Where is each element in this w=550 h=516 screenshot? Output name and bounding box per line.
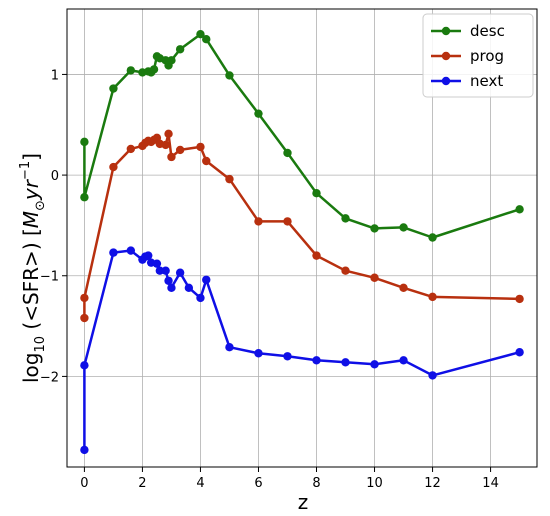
data-point-prog bbox=[161, 140, 170, 150]
y-tick-label: 1 bbox=[51, 68, 59, 83]
data-point-next bbox=[283, 352, 292, 361]
legend-label: next bbox=[470, 72, 503, 90]
data-point-next bbox=[225, 343, 234, 352]
x-tick-label: 14 bbox=[482, 476, 499, 491]
legend-box bbox=[422, 13, 534, 98]
data-point-desc bbox=[254, 109, 263, 118]
data-point-desc bbox=[283, 148, 292, 158]
data-point-next bbox=[175, 268, 185, 277]
y-axis-label: log10 (<SFR>) [M⊙yr−1] bbox=[18, 153, 48, 383]
data-point-next bbox=[202, 275, 211, 284]
data-point-next bbox=[312, 356, 321, 365]
data-point-desc bbox=[80, 137, 89, 147]
data-point-next bbox=[399, 356, 408, 365]
data-point-desc bbox=[202, 34, 211, 44]
x-tick-label: 10 bbox=[366, 476, 383, 491]
data-point-prog bbox=[283, 217, 292, 226]
series-next bbox=[80, 246, 524, 455]
data-point-next bbox=[126, 246, 136, 255]
data-point-desc bbox=[428, 233, 437, 242]
data-point-next bbox=[515, 348, 524, 357]
x-tick-label: 12 bbox=[424, 476, 441, 491]
series-layer bbox=[80, 29, 524, 455]
data-point-next bbox=[341, 358, 350, 367]
data-point-next bbox=[80, 361, 89, 370]
ticks: 0 2 4 6 8 10 12 14 −2 −1 0 1 bbox=[40, 68, 499, 491]
x-tick-label: 4 bbox=[196, 476, 204, 491]
data-point-next bbox=[196, 293, 205, 303]
data-point-desc bbox=[399, 223, 408, 232]
legend-item-desc: desc bbox=[431, 22, 505, 40]
x-tick-label: 6 bbox=[254, 476, 262, 491]
legend-item-prog: prog bbox=[431, 47, 504, 65]
data-point-next bbox=[167, 283, 176, 293]
data-point-next bbox=[152, 259, 162, 268]
legend-item-next: next bbox=[431, 72, 503, 90]
legend-swatch-marker bbox=[441, 51, 451, 61]
data-point-prog bbox=[80, 313, 89, 323]
x-axis-label: z bbox=[298, 490, 309, 514]
data-point-desc bbox=[167, 56, 176, 65]
data-point-next bbox=[184, 283, 194, 293]
data-point-desc bbox=[149, 65, 159, 74]
data-point-next bbox=[155, 266, 165, 275]
data-point-prog bbox=[126, 144, 136, 154]
data-point-next bbox=[144, 251, 153, 260]
data-point-next bbox=[428, 371, 437, 380]
series-line-prog bbox=[83, 132, 520, 318]
legend-swatch-marker bbox=[441, 26, 451, 36]
plot-frame bbox=[66, 8, 538, 468]
data-point-desc bbox=[341, 214, 350, 223]
legend: desc prog next bbox=[422, 13, 534, 98]
data-point-next bbox=[80, 445, 89, 455]
y-tick-label: 0 bbox=[51, 169, 59, 184]
data-point-desc bbox=[109, 84, 118, 93]
data-point-prog bbox=[515, 294, 524, 304]
data-point-desc bbox=[225, 71, 234, 80]
data-point-prog bbox=[225, 174, 234, 184]
data-point-desc bbox=[196, 29, 205, 39]
data-point-next bbox=[109, 248, 118, 257]
x-tick-label: 2 bbox=[138, 476, 146, 491]
series-prog bbox=[80, 129, 524, 323]
data-point-prog bbox=[202, 156, 211, 166]
data-point-next bbox=[370, 360, 379, 369]
data-point-prog bbox=[428, 292, 437, 302]
data-point-prog bbox=[164, 129, 173, 139]
data-point-prog bbox=[254, 217, 263, 226]
data-point-prog bbox=[196, 142, 205, 152]
data-point-next bbox=[164, 276, 173, 285]
series-line-next bbox=[83, 249, 520, 450]
data-point-desc bbox=[80, 193, 89, 202]
data-point-prog bbox=[109, 162, 118, 172]
data-point-desc bbox=[126, 66, 136, 75]
data-point-desc bbox=[175, 45, 185, 54]
data-point-prog bbox=[167, 152, 176, 162]
legend-label: prog bbox=[470, 47, 504, 65]
data-point-next bbox=[254, 349, 263, 358]
x-tick-label: 0 bbox=[80, 476, 88, 491]
legend-swatch-marker bbox=[441, 76, 451, 86]
legend-label: desc bbox=[470, 22, 505, 40]
series-desc bbox=[80, 29, 524, 242]
data-point-desc bbox=[515, 205, 524, 214]
data-point-prog bbox=[312, 251, 321, 260]
data-point-prog bbox=[399, 283, 408, 293]
data-point-prog bbox=[370, 273, 379, 282]
y-tick-label: −1 bbox=[40, 270, 59, 285]
data-point-prog bbox=[341, 266, 350, 275]
data-point-next bbox=[161, 266, 170, 275]
data-point-prog bbox=[80, 293, 89, 303]
x-tick-label: 8 bbox=[312, 476, 320, 491]
data-point-prog bbox=[175, 145, 185, 155]
data-point-desc bbox=[312, 189, 321, 198]
y-tick-label: −2 bbox=[40, 370, 59, 385]
data-point-desc bbox=[370, 224, 379, 233]
